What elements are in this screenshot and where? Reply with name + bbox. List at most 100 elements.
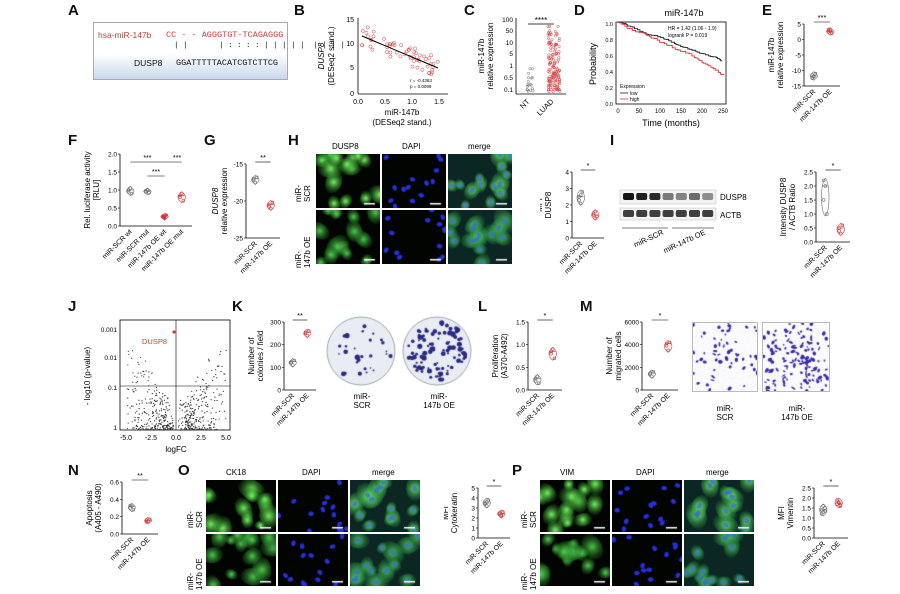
volcano-point: [154, 383, 156, 385]
volcano-point: [185, 428, 188, 430]
volcano-point: [141, 400, 143, 402]
volcano-point: [171, 428, 174, 430]
scatter-point: [390, 42, 395, 47]
c-point: [553, 83, 557, 87]
data-point: [825, 212, 829, 216]
c-ylabel: miR-147b: [477, 38, 486, 73]
c-point: [551, 64, 555, 68]
panel-letter-a: A: [68, 2, 79, 19]
c-ylabel-sub: relative expression: [486, 23, 495, 90]
volcano-point: [212, 379, 214, 382]
d-ytick: 0.8: [605, 38, 613, 44]
volcano-point: [210, 421, 213, 423]
volcano-point: [190, 424, 192, 426]
volcano-point: [189, 407, 191, 409]
volcano-point: [141, 427, 143, 429]
volcano-point: [186, 429, 188, 431]
volcano-point: [158, 410, 161, 412]
volcano-point: [210, 428, 212, 430]
target-sequence: GGATTTTTACATCGTCTTCG: [176, 58, 279, 68]
o-dapi-oe: [278, 534, 348, 586]
significance: **: [260, 153, 266, 162]
volcano-point: [215, 411, 217, 413]
volcano-point: [165, 402, 167, 404]
volcano-point: [205, 386, 208, 388]
k-dish-label-oe: miR- 147b OE: [423, 392, 455, 410]
volcano-point: [215, 419, 217, 421]
volcano-point: [146, 423, 148, 425]
scatter-point: [371, 29, 376, 34]
volcano-point: [203, 424, 205, 426]
b-xtick: 0.0: [353, 99, 363, 106]
volcano-point: [134, 387, 136, 390]
c-point: [546, 56, 550, 59]
volcano-point: [153, 414, 155, 417]
volcano-point: [189, 428, 191, 430]
c-point: [558, 82, 562, 86]
panel-letter-d: D: [574, 2, 585, 19]
volcano-point: [210, 412, 212, 414]
data-point: [577, 198, 581, 202]
data-point: [130, 191, 134, 196]
volcano-point: [201, 378, 204, 380]
volcano-point: [218, 394, 220, 396]
c-point: [556, 60, 560, 64]
volcano-point: [211, 407, 214, 409]
volcano-point: [185, 421, 188, 423]
volcano-point: [190, 404, 192, 406]
panel-letter-c: C: [464, 2, 475, 19]
y-tick-label: 3: [565, 186, 569, 193]
y-tick-label: 0: [797, 37, 801, 44]
o-ck18-oe: [206, 534, 276, 586]
d-stats-hr: HR = 1.42 (1.06 - 1.9): [668, 26, 717, 32]
volcano-point: [168, 408, 170, 411]
volcano-point: [137, 429, 139, 431]
scatter-point: [429, 53, 433, 58]
volcano-point: [186, 405, 188, 407]
volcano-point: [164, 428, 166, 430]
panel-i-western-blot: DUSP8 ACTB miR-SCR miR-147b OE: [614, 176, 764, 286]
volcano-point: [184, 428, 187, 431]
panel-j-volcano: DUSP8 0.001 0.01 0.1 1 -5.0 -2.5 0.0 2.5…: [83, 319, 231, 454]
data-point: [164, 213, 168, 217]
y-tick-label: 1.0: [108, 188, 117, 195]
c-point: [551, 90, 555, 94]
volcano-point: [126, 388, 128, 390]
volcano-point: [201, 429, 203, 431]
panel-b-scatter: r = -0.4363 p = 0.0099 15 10 5 0 0.0 0.5…: [317, 17, 448, 127]
data-point: [819, 512, 824, 516]
scatter-point: [365, 25, 370, 30]
volcano-point: [178, 424, 180, 427]
c-point: [557, 37, 561, 40]
data-point: [823, 184, 827, 188]
volcano-point: [163, 415, 165, 417]
b-xtick: 1.5: [434, 99, 444, 106]
b-xlabel: miR-147b: [385, 108, 420, 117]
volcano-point: [188, 421, 191, 423]
band-dusp8: [636, 193, 648, 200]
y-tick-label: 0.2: [110, 514, 119, 521]
volcano-point: [143, 410, 145, 413]
j-ytick: 0.01: [104, 355, 117, 362]
data-point: [128, 503, 132, 508]
volcano-point: [127, 388, 130, 390]
y-label: Number of: [605, 337, 614, 375]
volcano-point: [137, 416, 139, 419]
volcano-point: [154, 424, 156, 426]
data-point: [251, 177, 256, 181]
volcano-point: [151, 427, 153, 430]
volcano-point: [205, 401, 207, 404]
d-xtick: 50: [636, 109, 643, 115]
volcano-point: [135, 425, 137, 427]
d-ytick: 0.2: [605, 86, 613, 92]
c-point: [555, 74, 559, 78]
volcano-point: [225, 418, 227, 420]
data-point: [580, 190, 585, 194]
volcano-point: [158, 419, 160, 421]
stat-r: r = -0.4363: [410, 78, 432, 83]
data-point: [303, 331, 308, 336]
d-legend-title: Expression: [620, 84, 645, 90]
volcano-point: [214, 400, 216, 402]
km-curve-low: [616, 21, 723, 62]
